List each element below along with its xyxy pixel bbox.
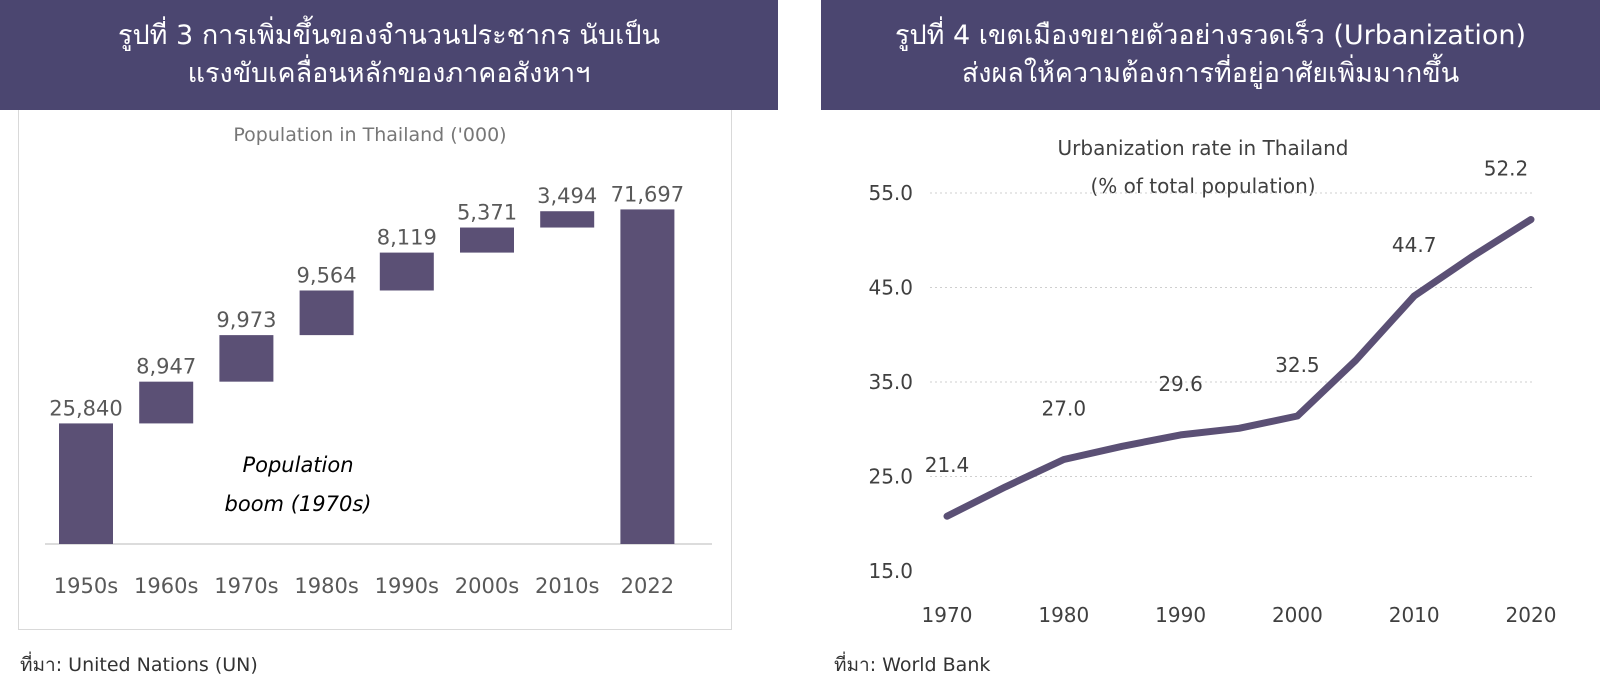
urbanization-y-tick-35.0: 35.0 bbox=[868, 370, 913, 394]
urbanization-y-tick-25.0: 25.0 bbox=[868, 465, 913, 489]
population-bar-1980s bbox=[299, 290, 354, 336]
population-category-label-2022: 2022 bbox=[621, 574, 674, 598]
right-header-line-2: ส่งผลให้ความต้องการที่อยู่อาศัยเพิ่มมากข… bbox=[961, 58, 1460, 89]
urbanization-data-label-2010: 44.7 bbox=[1392, 233, 1437, 257]
population-waterfall-chart: Population in Thailand ('000) 25,840 1950s… bbox=[45, 124, 712, 598]
urbanization-x-tick-2020: 2020 bbox=[1506, 603, 1557, 627]
population-annotation-line-2: boom (1970s) bbox=[225, 492, 372, 516]
left-header-line-1: รูปที่ 3 การเพิ่มขึ้นของจำนวนประชากร นับ… bbox=[118, 20, 660, 51]
urbanization-line-chart: Urbanization rate in Thailand (% of total… bbox=[868, 136, 1556, 627]
urbanization-x-tick-1980: 1980 bbox=[1038, 603, 1089, 627]
urbanization-x-tick-2010: 2010 bbox=[1389, 603, 1440, 627]
population-bar-2000s bbox=[460, 227, 514, 253]
urbanization-data-label-2020: 52.2 bbox=[1484, 156, 1529, 180]
population-category-label-1950s: 1950s bbox=[54, 574, 118, 598]
population-annotation-line-1: Population bbox=[242, 453, 353, 477]
population-bar-2022 bbox=[620, 209, 675, 544]
left-chart-header: รูปที่ 3 การเพิ่มขึ้นของจำนวนประชากร นับ… bbox=[0, 0, 778, 110]
urbanization-x-tick-1970: 1970 bbox=[922, 603, 973, 627]
population-data-label-1990s: 8,119 bbox=[377, 226, 437, 250]
population-chart-frame bbox=[18, 110, 732, 630]
population-bar-1970s bbox=[219, 335, 274, 382]
source-right: ที่มา: World Bank bbox=[834, 654, 991, 676]
population-category-label-1980s: 1980s bbox=[294, 574, 358, 598]
population-data-label-1950s: 25,840 bbox=[49, 396, 122, 420]
urbanization-x-tick-1990: 1990 bbox=[1155, 603, 1206, 627]
population-category-label-1990s: 1990s bbox=[375, 574, 439, 598]
population-data-label-1960s: 8,947 bbox=[136, 355, 196, 379]
source-left: ที่มา: United Nations (UN) bbox=[20, 654, 258, 676]
population-category-label-2000s: 2000s bbox=[455, 574, 519, 598]
urbanization-y-tick-45.0: 45.0 bbox=[868, 276, 913, 300]
urbanization-data-label-2000: 32.5 bbox=[1275, 353, 1320, 377]
population-chart-title: Population in Thailand ('000) bbox=[233, 124, 506, 146]
population-category-label-1970s: 1970s bbox=[214, 574, 278, 598]
population-category-label-1960s: 1960s bbox=[134, 574, 198, 598]
left-header-line-2: แรงขับเคลื่อนหลักของภาคอสังหาฯ bbox=[187, 58, 591, 89]
population-bar-2010s bbox=[540, 211, 595, 228]
urbanization-title-line-1: Urbanization rate in Thailand bbox=[1058, 136, 1349, 160]
population-data-label-1980s: 9,564 bbox=[297, 263, 357, 287]
urbanization-data-label-1980: 27.0 bbox=[1042, 396, 1087, 420]
population-category-label-2010s: 2010s bbox=[535, 574, 599, 598]
urbanization-y-tick-15.0: 15.0 bbox=[868, 559, 913, 583]
urbanization-y-tick-55.0: 55.0 bbox=[868, 181, 913, 205]
population-data-label-2010s: 3,494 bbox=[537, 184, 597, 208]
urbanization-data-label-1970: 21.4 bbox=[925, 453, 970, 477]
population-data-label-2022: 71,697 bbox=[611, 182, 684, 206]
right-header-line-1: รูปที่ 4 เขตเมืองขยายตัวอย่างรวดเร็ว (Ur… bbox=[894, 20, 1527, 51]
population-data-label-1970s: 9,973 bbox=[216, 308, 276, 332]
population-bar-1960s bbox=[139, 381, 194, 424]
population-data-label-2000s: 5,371 bbox=[457, 201, 517, 225]
urbanization-data-label-1990: 29.6 bbox=[1158, 372, 1203, 396]
right-chart-header: รูปที่ 4 เขตเมืองขยายตัวอย่างรวดเร็ว (Ur… bbox=[821, 0, 1600, 110]
population-bar-1950s bbox=[59, 423, 113, 544]
urbanization-x-tick-2000: 2000 bbox=[1272, 603, 1323, 627]
urbanization-title-line-2: (% of total population) bbox=[1090, 174, 1315, 198]
urbanization-series-line bbox=[943, 216, 1535, 520]
population-bar-1990s bbox=[379, 252, 434, 291]
